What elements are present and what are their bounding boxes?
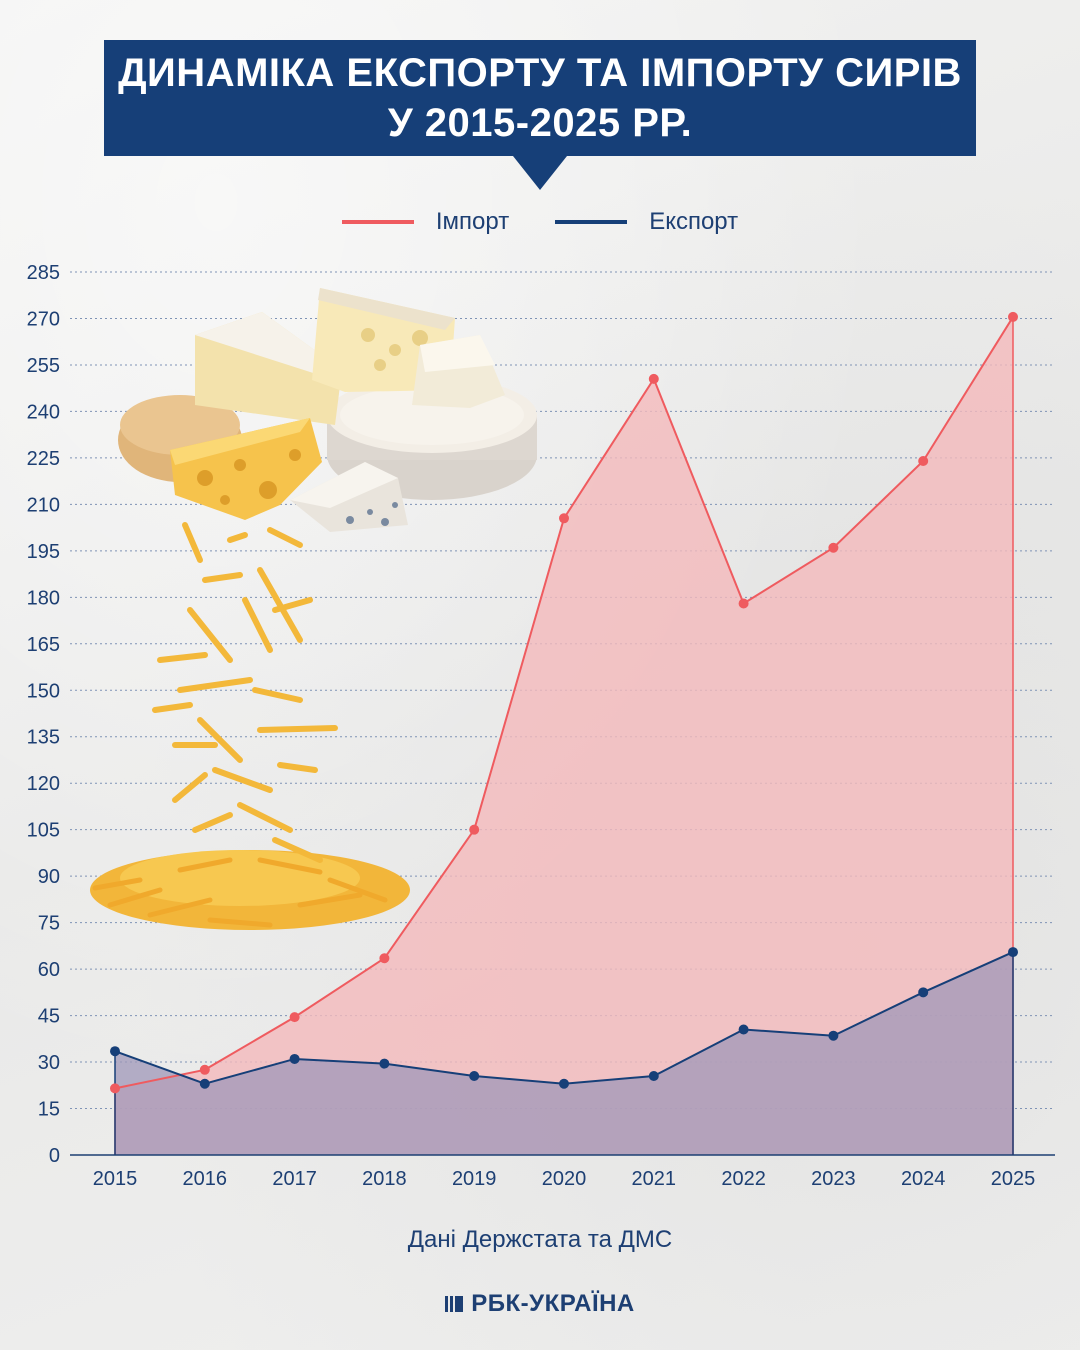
data-point-import <box>559 513 569 524</box>
data-point-import <box>110 1083 120 1094</box>
y-tick-label: 15 <box>38 1099 60 1121</box>
chart-title-line-1: ДИНАМІКА ЕКСПОРТУ ТА ІМПОРТУ СИРІВ <box>118 51 962 95</box>
chart-title-line-2: У 2015-2025 РР. <box>387 101 693 145</box>
data-point-import <box>648 373 659 384</box>
logo-text: РБК-УКРАЇНА <box>471 1290 635 1317</box>
x-tick-label: 2016 <box>183 1168 228 1190</box>
x-tick-label: 2019 <box>452 1168 497 1190</box>
data-point-import <box>379 953 390 964</box>
data-point-import <box>199 1064 210 1075</box>
x-tick-label: 2023 <box>811 1168 856 1190</box>
data-point-import <box>289 1012 300 1023</box>
data-point-export <box>199 1078 210 1089</box>
data-point-export <box>648 1070 659 1081</box>
data-point-import <box>828 542 839 553</box>
y-tick-label: 135 <box>27 727 60 749</box>
title-banner: ДИНАМІКА ЕКСПОРТУ ТА ІМПОРТУ СИРІВ У 201… <box>104 40 976 190</box>
x-tick-label: 2018 <box>362 1168 407 1190</box>
axis-layer: 0 15 30 45 60 75 90 105 120 135 150 165 180 195 210 225… <box>27 262 1055 1190</box>
x-tick-label: 2017 <box>272 1168 317 1190</box>
y-tick-label: 30 <box>38 1052 60 1074</box>
y-tick-label: 60 <box>38 959 60 981</box>
data-point-export <box>738 1024 749 1035</box>
y-tick-label: 180 <box>27 587 60 609</box>
legend-swatch-export <box>555 220 628 224</box>
y-tick-label: 210 <box>27 494 60 516</box>
legend-swatch-import <box>341 220 414 224</box>
y-tick-label: 270 <box>27 308 60 330</box>
area-layer <box>115 316 1013 1155</box>
area-export <box>115 952 1013 1155</box>
data-point-import <box>1008 311 1018 322</box>
data-point-import <box>738 598 749 609</box>
data-point-export <box>1008 947 1018 958</box>
x-tick-label: 2022 <box>721 1168 766 1190</box>
x-tick-label: 2021 <box>632 1168 677 1190</box>
legend-label-import: Імпорт <box>435 208 510 235</box>
x-tick-label: 2020 <box>542 1168 587 1190</box>
legend-label-export: Експорт <box>649 208 739 235</box>
y-tick-label: 0 <box>49 1145 60 1167</box>
y-tick-label: 195 <box>27 541 60 563</box>
data-point-export <box>469 1070 480 1081</box>
y-tick-label: 225 <box>27 448 60 470</box>
data-point-export <box>828 1030 839 1041</box>
x-tick-label: 2024 <box>901 1168 946 1190</box>
data-point-import <box>469 824 480 835</box>
area-import <box>115 316 1013 1155</box>
y-tick-label: 75 <box>38 913 60 935</box>
chart-legend: Імпорт Експорт <box>0 208 1080 236</box>
x-tick-label: 2025 <box>991 1168 1036 1190</box>
y-tick-label: 150 <box>27 680 60 702</box>
data-point-export <box>110 1046 120 1057</box>
data-point-export <box>289 1053 300 1064</box>
legend-item-import: Імпорт <box>341 208 510 236</box>
data-point-export <box>379 1058 390 1069</box>
data-point-export <box>918 987 929 998</box>
y-tick-label: 255 <box>27 355 60 377</box>
point-layer <box>110 311 1018 1094</box>
y-tick-label: 285 <box>27 262 60 284</box>
y-tick-label: 240 <box>27 401 60 423</box>
data-point-import <box>918 455 929 466</box>
y-tick-label: 105 <box>27 820 60 842</box>
source-note: Дані Держстата та ДМС <box>407 1226 673 1253</box>
legend-item-export: Експорт <box>555 208 738 236</box>
cheese-pile-icon <box>90 288 537 930</box>
y-tick-label: 90 <box>38 866 60 888</box>
data-point-export <box>559 1078 569 1089</box>
rbc-logo: РБК-УКРАЇНА <box>0 1290 1080 1318</box>
rbc-logo-icon <box>445 1296 464 1312</box>
y-tick-label: 165 <box>27 634 60 656</box>
y-tick-label: 120 <box>27 773 60 795</box>
x-tick-label: 2015 <box>93 1168 138 1190</box>
y-tick-label: 45 <box>38 1006 60 1028</box>
